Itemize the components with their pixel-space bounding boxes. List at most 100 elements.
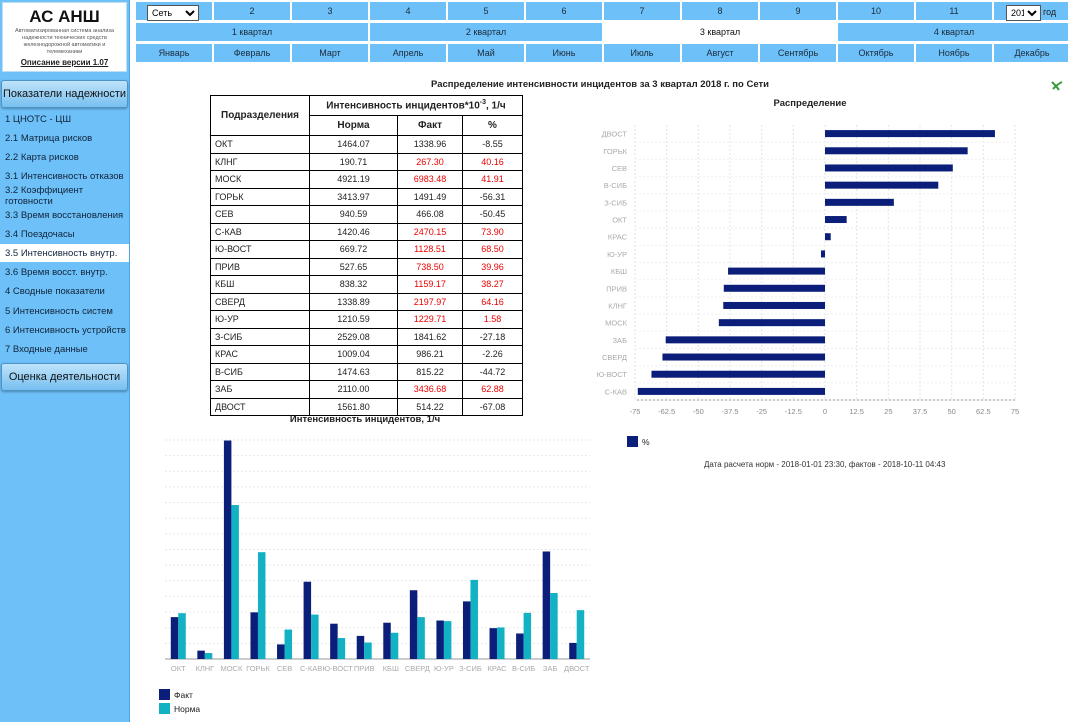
fact-cell: 2470.15 — [397, 222, 463, 241]
sidebar-item[interactable]: 2.1 Матрица рисков — [5, 132, 93, 144]
distribution-bar[interactable] — [825, 198, 894, 206]
distribution-bar[interactable] — [825, 181, 939, 189]
month-tab[interactable]: Июнь — [525, 43, 603, 63]
header-pct: % — [462, 115, 523, 136]
distribution-bar[interactable] — [718, 319, 825, 327]
month-tab[interactable]: Май — [447, 43, 525, 63]
distribution-bar[interactable] — [637, 387, 825, 395]
month-tab[interactable]: Март — [291, 43, 369, 63]
network-select[interactable]: Сеть — [147, 5, 199, 21]
period-cell[interactable]: 10 — [837, 1, 915, 21]
distribution-bar[interactable] — [825, 216, 847, 224]
fact-bar[interactable] — [409, 590, 418, 659]
table-row: КРАС 1009.04 986.21 -2.26 — [210, 345, 523, 364]
distribution-bar[interactable] — [723, 301, 825, 309]
period-cell[interactable]: 11 — [915, 1, 993, 21]
fact-bar[interactable] — [542, 551, 551, 659]
distribution-bar[interactable] — [723, 284, 825, 292]
fact-bar[interactable] — [383, 622, 391, 659]
distribution-bar[interactable] — [825, 233, 831, 241]
fact-bar[interactable] — [277, 644, 285, 659]
month-tab[interactable]: Декабрь — [993, 43, 1068, 63]
fact-bar[interactable] — [197, 650, 205, 659]
sidebar-item[interactable]: 3.3 Время восстановления — [5, 209, 124, 221]
sidebar-item[interactable]: 3.6 Время восст. внутр. — [5, 267, 108, 279]
norm-bar[interactable] — [390, 632, 399, 659]
norm-bar[interactable] — [550, 592, 558, 659]
norm-bar[interactable] — [231, 505, 239, 659]
fact-bar[interactable] — [516, 633, 524, 659]
norm-bar[interactable] — [443, 621, 452, 659]
month-tab[interactable]: Август — [681, 43, 759, 63]
quarter-tab[interactable]: 2 квартал — [369, 22, 603, 42]
sidebar-item[interactable]: 3.5 Интенсивность внутр. — [0, 244, 129, 263]
norm-bar[interactable] — [204, 653, 213, 659]
distribution-bar[interactable] — [651, 370, 825, 378]
period-cell[interactable]: 3 — [291, 1, 369, 21]
distribution-bar[interactable] — [820, 250, 825, 258]
table-row: КБШ 838.32 1159.17 38.27 — [210, 275, 523, 294]
distribution-bar[interactable] — [825, 164, 953, 172]
sidebar-item[interactable]: 2.2 Карта рисков — [5, 151, 79, 163]
norm-bar[interactable] — [417, 617, 425, 659]
month-tab[interactable]: Сентябрь — [759, 43, 837, 63]
export-icon[interactable] — [1050, 80, 1064, 92]
norm-bar[interactable] — [470, 579, 478, 659]
norm-bar[interactable] — [178, 613, 186, 659]
norm-bar[interactable] — [576, 610, 585, 659]
fact-bar[interactable] — [436, 620, 444, 659]
norm-bar[interactable] — [497, 627, 505, 659]
section-activity-button[interactable]: Оценка деятельности — [1, 363, 128, 391]
quarter-tab[interactable]: 4 квартал — [837, 22, 1068, 42]
category-label: СВЕРД — [602, 353, 627, 362]
sidebar-item[interactable]: 3.1 Интенсивность отказов — [5, 171, 124, 183]
sidebar-item[interactable]: 6 Интенсивность устройств — [5, 324, 126, 336]
sidebar-item[interactable]: 7 Входные данные — [5, 343, 88, 355]
fact-bar[interactable] — [462, 601, 471, 659]
month-tab[interactable]: Ноябрь — [915, 43, 993, 63]
section-reliability-button[interactable]: Показатели надежности — [1, 80, 128, 108]
norm-bar[interactable] — [257, 552, 266, 659]
period-cell[interactable]: 9 — [759, 1, 837, 21]
quarter-tab[interactable]: 1 квартал — [135, 22, 369, 42]
month-tab[interactable]: Октябрь — [837, 43, 915, 63]
fact-bar[interactable] — [170, 617, 179, 659]
sidebar-item[interactable]: 1 ЦНОТС - ЦШ — [5, 113, 72, 125]
fact-bar[interactable] — [223, 440, 232, 659]
division-cell: ГОРЬК — [210, 187, 310, 206]
distribution-bar[interactable] — [665, 336, 825, 344]
norm-bar[interactable] — [337, 638, 346, 659]
pct-cell: -44.72 — [462, 362, 523, 381]
period-cell[interactable]: 4 — [369, 1, 447, 21]
norm-bar[interactable] — [284, 629, 293, 659]
distribution-bar[interactable] — [662, 353, 825, 361]
fact-bar[interactable] — [250, 612, 258, 659]
norm-bar[interactable] — [523, 612, 532, 659]
sidebar-item[interactable]: 4 Сводные показатели — [5, 286, 105, 298]
month-tab[interactable]: Июль — [603, 43, 681, 63]
fact-bar[interactable] — [303, 581, 312, 659]
fact-bar[interactable] — [356, 635, 365, 659]
month-tab[interactable]: Январь — [135, 43, 213, 63]
fact-bar[interactable] — [330, 623, 338, 659]
version-link[interactable]: Описание версии 1.07 — [20, 58, 109, 67]
period-cell[interactable]: 2 — [213, 1, 291, 21]
distribution-bar[interactable] — [728, 267, 825, 275]
distribution-bar[interactable] — [825, 147, 968, 155]
period-cell[interactable]: 7 — [603, 1, 681, 21]
distribution-bar[interactable] — [825, 130, 995, 138]
sidebar-item[interactable]: 5 Интенсивность систем — [5, 305, 113, 317]
norm-bar[interactable] — [311, 614, 319, 659]
period-cell[interactable]: 6 — [525, 1, 603, 21]
quarter-tab[interactable]: 3 квартал — [603, 22, 837, 42]
fact-bar[interactable] — [489, 628, 498, 659]
month-tab[interactable]: Февраль — [213, 43, 291, 63]
period-cell[interactable]: 8 — [681, 1, 759, 21]
sidebar-item[interactable]: 3.2 Коэффициент готовности — [5, 184, 84, 207]
period-cell[interactable]: 5 — [447, 1, 525, 21]
fact-bar[interactable] — [569, 642, 577, 659]
sidebar-item[interactable]: 3.4 Поездочасы — [5, 228, 75, 240]
month-tab[interactable]: Апрель — [369, 43, 447, 63]
norm-bar[interactable] — [364, 642, 372, 659]
year-select[interactable]: 2018 — [1006, 5, 1041, 21]
